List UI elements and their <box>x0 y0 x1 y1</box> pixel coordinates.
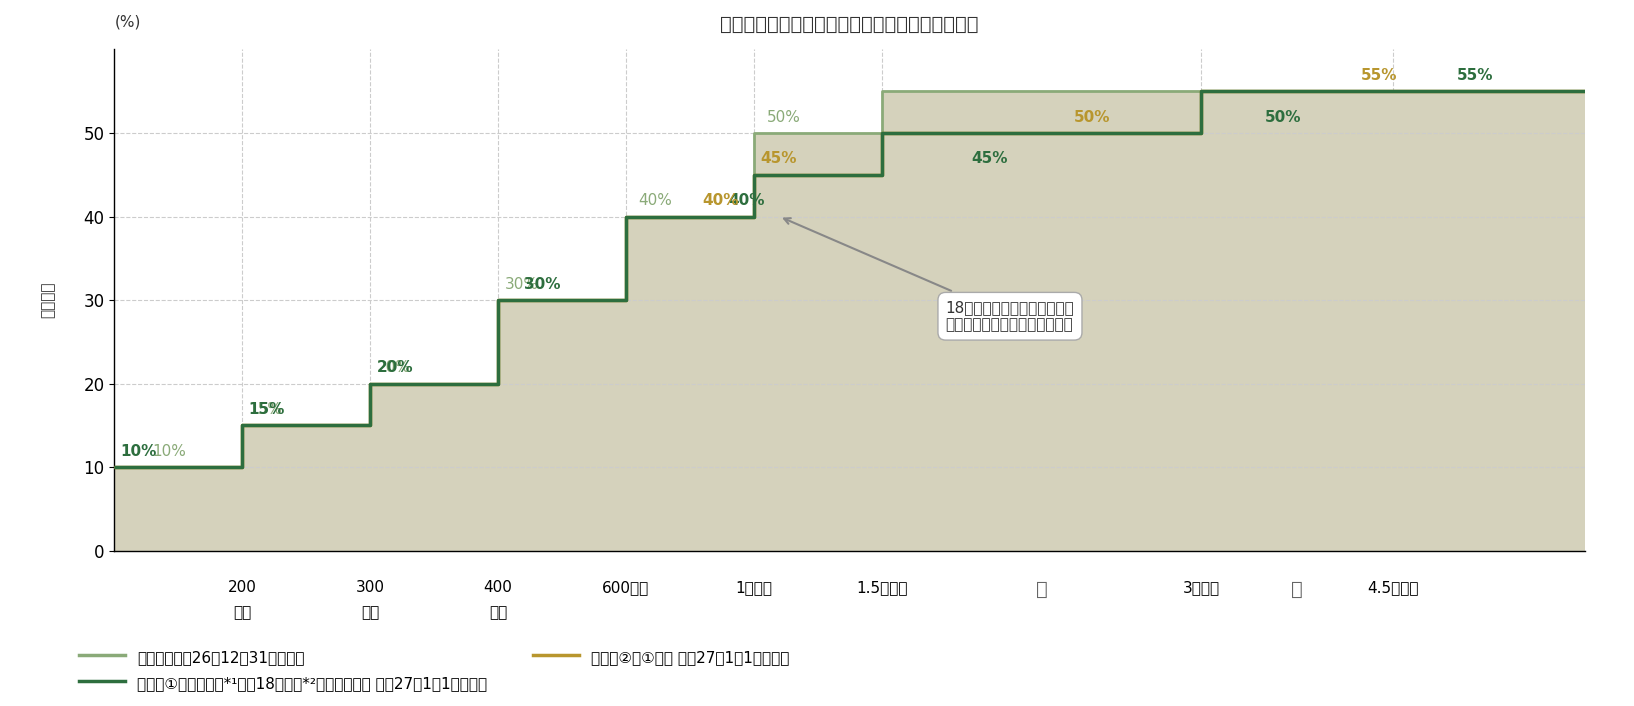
Text: 55%: 55% <box>1361 68 1397 83</box>
Text: 40%: 40% <box>639 193 673 208</box>
Text: 40%: 40% <box>729 193 765 208</box>
Text: 50%: 50% <box>1074 109 1109 124</box>
Text: 600万円: 600万円 <box>603 580 650 595</box>
Text: 40%: 40% <box>703 193 739 208</box>
Text: 30%: 30% <box>523 277 560 292</box>
Text: 3千万円: 3千万円 <box>1183 580 1221 595</box>
Text: 10%: 10% <box>152 444 186 459</box>
Text: 1.5千万円: 1.5千万円 <box>856 580 907 595</box>
Text: 万円: 万円 <box>234 605 252 620</box>
Text: 200: 200 <box>227 580 257 595</box>
Text: 万円: 万円 <box>489 605 507 620</box>
Legend: 改正前（平成26年12月31日まで）, 改正後①：直系尊属*¹かも18歳以上*²の者への贈与 （年27年1月1日から）, 改正後②：①以外 （年27年1月1日か: 改正前（平成26年12月31日まで）, 改正後①：直系尊属*¹かも18歳以上*²… <box>74 641 796 698</box>
Text: 〜: 〜 <box>1036 580 1047 599</box>
Text: 〈税率〉: 〈税率〉 <box>41 282 56 318</box>
Text: 30%: 30% <box>505 277 539 292</box>
Text: 300: 300 <box>356 580 384 595</box>
Text: 45%: 45% <box>971 151 1008 167</box>
Text: 20%: 20% <box>376 360 413 375</box>
Text: 18歳以上の子や孫等への贈与
には低い税率が適用されます。: 18歳以上の子や孫等への贈与 には低い税率が適用されます。 <box>784 218 1074 333</box>
Text: 50%: 50% <box>1265 109 1302 124</box>
Text: 20%: 20% <box>376 360 410 375</box>
Text: 50%: 50% <box>766 109 801 124</box>
Title: 〈贈与税の課税価格（基礎控除後の課税価格）〉: 〈贈与税の課税価格（基礎控除後の課税価格）〉 <box>721 15 979 34</box>
Text: 万円: 万円 <box>361 605 379 620</box>
Text: (%): (%) <box>114 14 141 30</box>
Text: 10%: 10% <box>121 444 157 459</box>
Text: 15%: 15% <box>248 402 284 417</box>
Text: 400: 400 <box>484 580 513 595</box>
Text: 55%: 55% <box>1458 68 1493 83</box>
Text: 1千万円: 1千万円 <box>735 580 773 595</box>
Text: 45%: 45% <box>760 151 797 167</box>
Text: 4.5千万円: 4.5千万円 <box>1368 580 1418 595</box>
Text: 15%: 15% <box>248 402 283 417</box>
Text: 〜: 〜 <box>1291 580 1304 599</box>
